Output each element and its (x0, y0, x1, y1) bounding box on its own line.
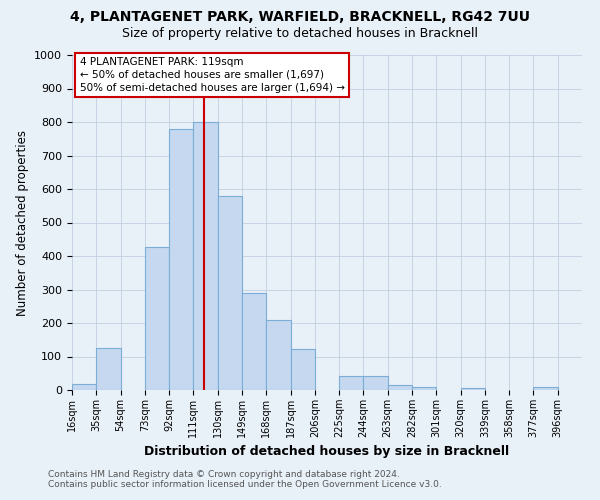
Bar (96, 348, 121, 390)
Y-axis label: Number of detached properties: Number of detached properties (16, 130, 29, 316)
Text: 4, PLANTAGENET PARK, WARFIELD, BRACKNELL, RG42 7UU: 4, PLANTAGENET PARK, WARFIELD, BRACKNELL… (70, 10, 530, 24)
Bar (461, 388, 485, 390)
Bar (388, 385, 412, 390)
Bar (218, 196, 242, 390)
Bar (290, 349, 315, 390)
Bar (364, 376, 388, 390)
Bar (193, 122, 218, 390)
Bar (266, 320, 290, 390)
X-axis label: Distribution of detached houses by size in Bracknell: Distribution of detached houses by size … (145, 446, 509, 458)
Bar (145, 246, 169, 390)
Bar (339, 376, 364, 390)
Text: 4 PLANTAGENET PARK: 119sqm
← 50% of detached houses are smaller (1,697)
50% of s: 4 PLANTAGENET PARK: 119sqm ← 50% of deta… (80, 56, 344, 93)
Text: Size of property relative to detached houses in Bracknell: Size of property relative to detached ho… (122, 28, 478, 40)
Bar (533, 388, 558, 390)
Bar (72, 384, 96, 390)
Bar (242, 293, 266, 390)
Text: Contains HM Land Registry data © Crown copyright and database right 2024.
Contai: Contains HM Land Registry data © Crown c… (48, 470, 442, 489)
Bar (169, 130, 193, 390)
Bar (412, 386, 436, 390)
